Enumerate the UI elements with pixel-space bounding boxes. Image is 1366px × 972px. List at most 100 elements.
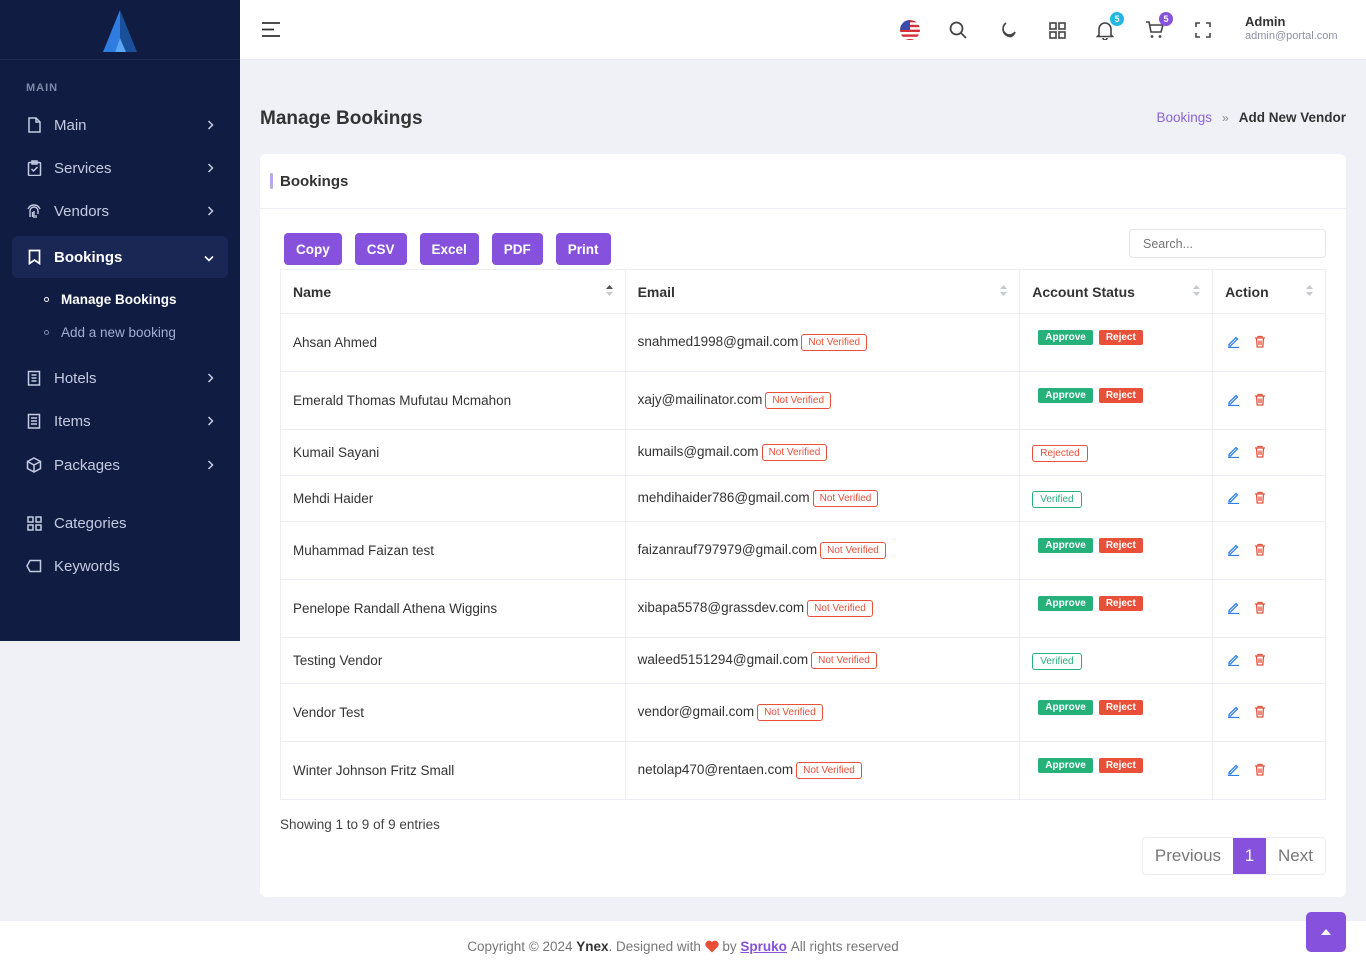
vendor-name: Ahsan Ahmed [280,313,626,372]
sidebar-item-label: Keywords [54,557,120,575]
user-email: admin@portal.com [1245,30,1338,42]
reject-button[interactable]: Reject [1098,758,1143,773]
vendor-email: kumails@gmail.com [637,444,759,460]
scroll-to-top-button[interactable] [1306,912,1346,952]
breadcrumb-link[interactable]: Bookings [1156,110,1213,125]
current-page-button[interactable]: 1 [1233,838,1267,874]
sidebar-item-services[interactable]: Services [12,147,228,189]
apps-grid-icon[interactable] [1046,19,1068,41]
previous-page-button[interactable]: Previous [1154,846,1222,865]
list-icon [26,413,42,429]
reject-button[interactable]: Reject [1098,596,1143,611]
fullscreen-icon[interactable] [1192,19,1214,41]
section-label: MAIN [26,82,59,94]
card-header: Bookings [260,154,1346,209]
table-row: Mehdi Haider mehdihaider786@gmail.com Not … [280,475,1326,522]
chevron-right-icon [207,457,214,474]
email-status-badge: Not Verified [807,600,873,617]
trash-icon[interactable] [1254,543,1266,559]
sidebar-item-packages[interactable]: Packages [12,444,228,486]
trash-icon[interactable] [1254,763,1266,779]
reject-button[interactable]: Reject [1098,538,1143,553]
approve-button[interactable]: Approve [1038,596,1093,611]
edit-icon[interactable] [1227,705,1240,721]
edit-icon[interactable] [1227,445,1240,461]
next-page-button[interactable]: Next [1278,846,1313,865]
user-profile[interactable]: Admin admin@portal.com [1245,14,1337,42]
account-status-cell: Approve Reject [1019,741,1214,800]
trash-icon[interactable] [1254,445,1266,461]
edit-icon[interactable] [1227,335,1240,351]
column-header-name[interactable]: Name [280,269,626,314]
notification-badge: 5 [1110,12,1124,26]
account-status-cell: Approve Reject [1019,521,1214,580]
csv-button[interactable]: CSV [354,233,407,265]
chevron-right-icon [207,203,214,220]
sidebar: MAIN Main Services Vendors Bookings Manage B… [0,0,240,641]
approve-button[interactable]: Approve [1038,700,1093,715]
reject-button[interactable]: Reject [1098,388,1143,403]
approve-button[interactable]: Approve [1038,388,1093,403]
vendor-email: faizanrauf797979@gmail.com [637,542,818,558]
approve-button[interactable]: Approve [1038,758,1093,773]
sort-icon[interactable] [1193,285,1201,296]
approve-button[interactable]: Approve [1038,538,1093,553]
table-row: Winter Johnson Fritz Small netolap470@ren… [280,741,1326,800]
reject-button[interactable]: Reject [1098,700,1143,715]
email-status-badge: Not Verified [765,392,832,409]
menu-toggle-icon[interactable] [262,22,280,42]
action-cell [1212,521,1326,580]
search-input[interactable] [1129,229,1326,258]
footer-author-link[interactable]: Spruko [740,939,787,954]
edit-icon[interactable] [1227,543,1240,559]
sort-icon[interactable] [605,285,613,296]
edit-icon[interactable] [1227,491,1240,507]
edit-icon[interactable] [1227,653,1240,669]
sort-icon[interactable] [1306,285,1313,296]
edit-icon[interactable] [1227,393,1240,409]
sidebar-subitem-label: Manage Bookings [61,292,177,307]
bullet-icon [44,330,49,335]
approve-button[interactable]: Approve [1038,330,1093,345]
cart-icon[interactable]: 5 [1143,12,1173,41]
table-row: Kumail Sayani kumails@gmail.com Not Verifi… [280,429,1326,476]
sidebar-subitem[interactable]: Manage Bookings [0,283,240,316]
package-icon [26,457,42,473]
sidebar-item-main[interactable]: Main [12,104,228,146]
copy-button[interactable]: Copy [284,233,342,265]
trash-icon[interactable] [1254,491,1266,507]
trash-icon[interactable] [1254,335,1266,351]
sidebar-item-vendors[interactable]: Vendors [12,190,228,232]
trash-icon[interactable] [1254,705,1266,721]
sidebar-item-categories[interactable]: Categories [12,502,228,544]
reject-button[interactable]: Reject [1098,330,1143,345]
logo[interactable] [0,0,240,60]
us-flag-icon[interactable] [899,19,921,41]
sidebar-subitem[interactable]: Add a new booking [0,316,240,349]
edit-icon[interactable] [1227,763,1240,779]
column-header-account-status[interactable]: Account Status [1019,269,1214,314]
sidebar-item-hotels[interactable]: Hotels [12,357,228,399]
bell-icon[interactable]: 5 [1094,12,1124,41]
footer-copyright: Copyright © 2024 [467,939,573,954]
sidebar-item-keywords[interactable]: Keywords [12,545,228,587]
search-icon[interactable] [947,19,969,41]
sidebar-item-items[interactable]: Items [12,400,228,442]
column-header-action[interactable]: Action [1212,269,1326,314]
action-cell [1212,637,1326,684]
vendor-email: waleed5151294@gmail.com [637,652,809,668]
column-header-email[interactable]: Email [624,269,1021,314]
excel-button[interactable]: Excel [419,233,479,265]
email-cell: snahmed1998@gmail.com Not Verified [624,313,1021,372]
moon-icon[interactable] [997,19,1019,41]
trash-icon[interactable] [1254,393,1266,409]
sidebar-item-bookings[interactable]: Bookings [12,236,228,278]
sort-icon[interactable] [1000,285,1008,296]
tag-icon [26,558,42,574]
column-header-label: Action [1225,283,1269,300]
trash-icon[interactable] [1254,653,1266,669]
edit-icon[interactable] [1227,601,1240,617]
trash-icon[interactable] [1254,601,1266,617]
print-button[interactable]: Print [555,233,611,265]
pdf-button[interactable]: PDF [491,233,543,265]
